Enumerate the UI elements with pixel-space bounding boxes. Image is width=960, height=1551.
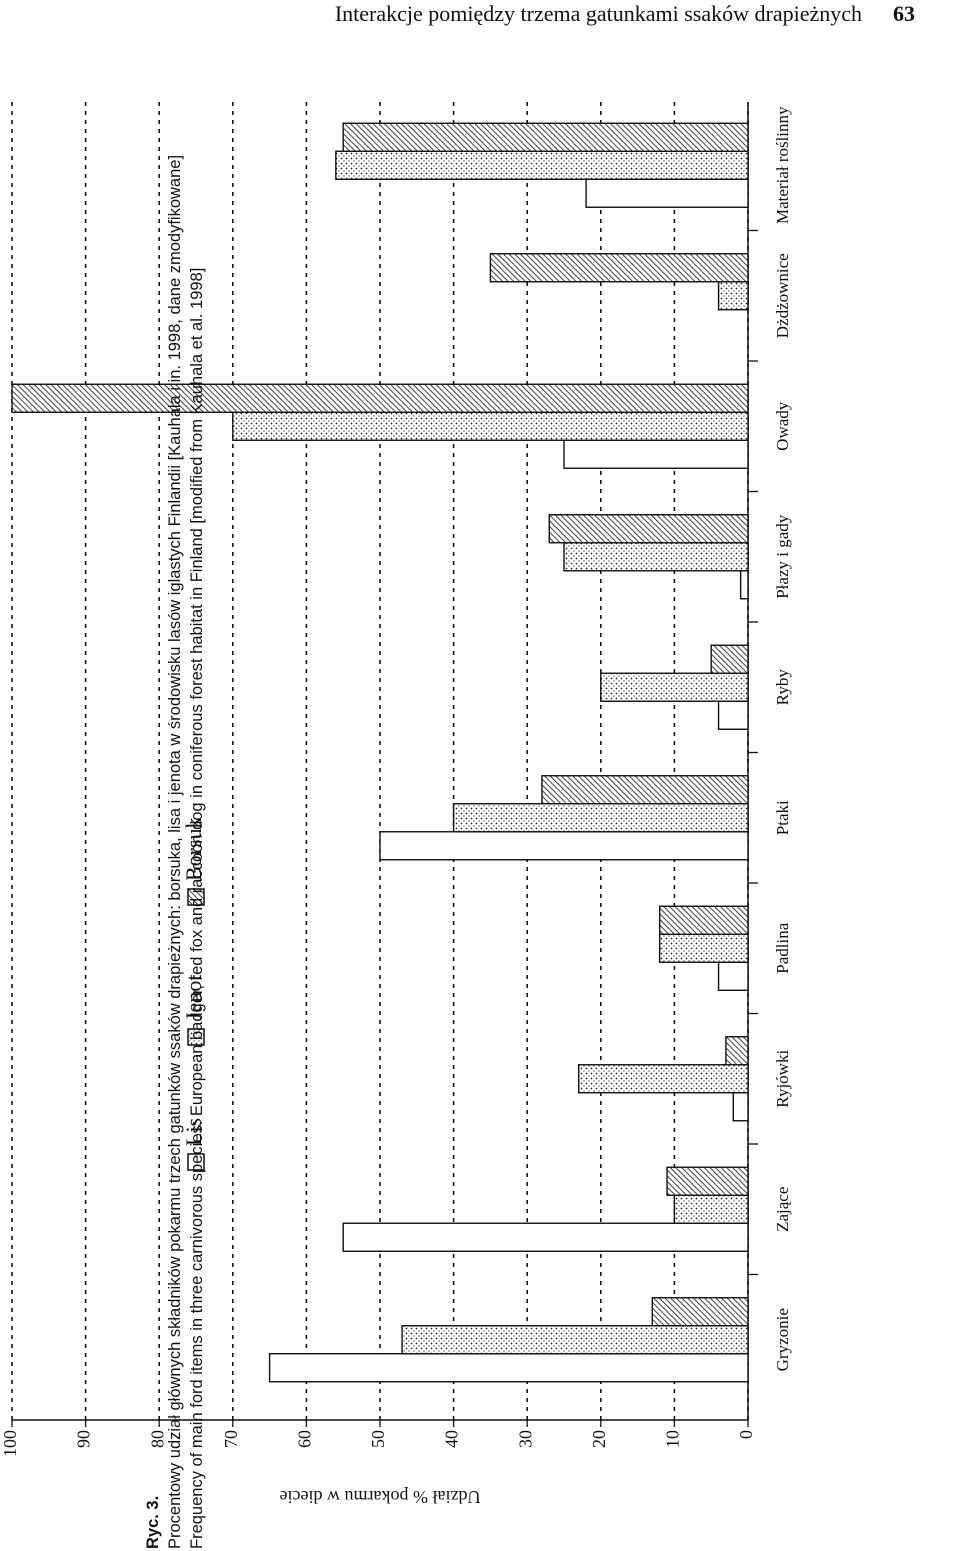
- x-tick-label: Gryzonie: [773, 1308, 792, 1371]
- bar: [585, 178, 749, 208]
- y-tick-label: 20: [589, 1430, 609, 1448]
- y-tick-label: 0: [736, 1430, 756, 1439]
- x-tick-label: Ptaki: [773, 800, 792, 835]
- bar: [725, 1036, 749, 1066]
- x-tick-label: Padlina: [773, 922, 792, 973]
- y-axis-label: Udział % pokarmu w diecie: [280, 1487, 481, 1507]
- bar: [268, 1353, 749, 1383]
- legend-swatch: [187, 888, 205, 906]
- caption-label: Ryc. 3.: [144, 1495, 162, 1549]
- y-tick-label: 50: [368, 1430, 388, 1448]
- x-tick-label: Zające: [773, 1187, 792, 1232]
- y-tick-label: 60: [295, 1430, 315, 1448]
- bar: [651, 1297, 749, 1327]
- bar: [489, 253, 749, 283]
- bar: [335, 150, 749, 180]
- caption-polish: Procentowy udział głównych składników po…: [166, 154, 184, 1549]
- plot: 0 10 20 30 40 50 60 70 80 90 100 Udział % pokarmu w…: [0, 100, 792, 1507]
- bar: [563, 439, 749, 469]
- y-tick-label: 40: [442, 1430, 462, 1448]
- bar: [658, 905, 749, 935]
- header-title: Interakcje pomiędzy trzema gatunkami ssa…: [335, 1, 862, 26]
- y-tick-label: 80: [147, 1430, 167, 1448]
- bar: [673, 1194, 749, 1224]
- x-tick-label: Dżdżownice: [773, 253, 792, 338]
- bar: [342, 1222, 749, 1252]
- bar: [563, 542, 749, 572]
- page-number: 63: [893, 1, 915, 26]
- legend-label: Borsuk: [181, 817, 206, 881]
- bar: [658, 933, 749, 963]
- bar: [739, 570, 749, 600]
- bar: [717, 281, 749, 311]
- legend-label: Jenot: [181, 975, 206, 1021]
- x-tick-label: Ryjówki: [773, 1050, 792, 1108]
- x-tick-label: Płazy i gady: [773, 514, 792, 599]
- caption-english: Frequency of main ford items in three ca…: [188, 267, 206, 1549]
- legend-swatch: [187, 1153, 205, 1171]
- bar: [710, 644, 749, 674]
- x-tick-label: Ryby: [773, 669, 792, 706]
- bar: [11, 383, 749, 413]
- bar: [548, 514, 749, 544]
- y-tick-label: 70: [221, 1430, 241, 1448]
- bar: [717, 700, 749, 730]
- bar: [717, 961, 749, 991]
- x-tick-label: Materiał roślinny: [773, 106, 792, 224]
- caption: Ryc. 3. Procentowy udział głównych skład…: [142, 4, 208, 1549]
- bar: [600, 672, 749, 702]
- bar: [666, 1166, 749, 1196]
- x-tick-label: Owady: [773, 401, 792, 451]
- y-tick-label: 10: [663, 1430, 683, 1448]
- bar: [401, 1325, 749, 1355]
- y-tick-label: 90: [74, 1430, 94, 1448]
- bar: [732, 1092, 749, 1122]
- legend-swatch: [187, 1028, 205, 1046]
- y-tick-label: 100: [0, 1430, 20, 1457]
- bar: [379, 831, 749, 861]
- bar: [578, 1064, 749, 1094]
- bar: [342, 122, 749, 152]
- legend-label: Lis: [181, 1118, 206, 1146]
- bar: [452, 803, 749, 833]
- y-tick-label: 30: [515, 1430, 535, 1448]
- bar: [541, 775, 749, 805]
- bar: [232, 411, 749, 441]
